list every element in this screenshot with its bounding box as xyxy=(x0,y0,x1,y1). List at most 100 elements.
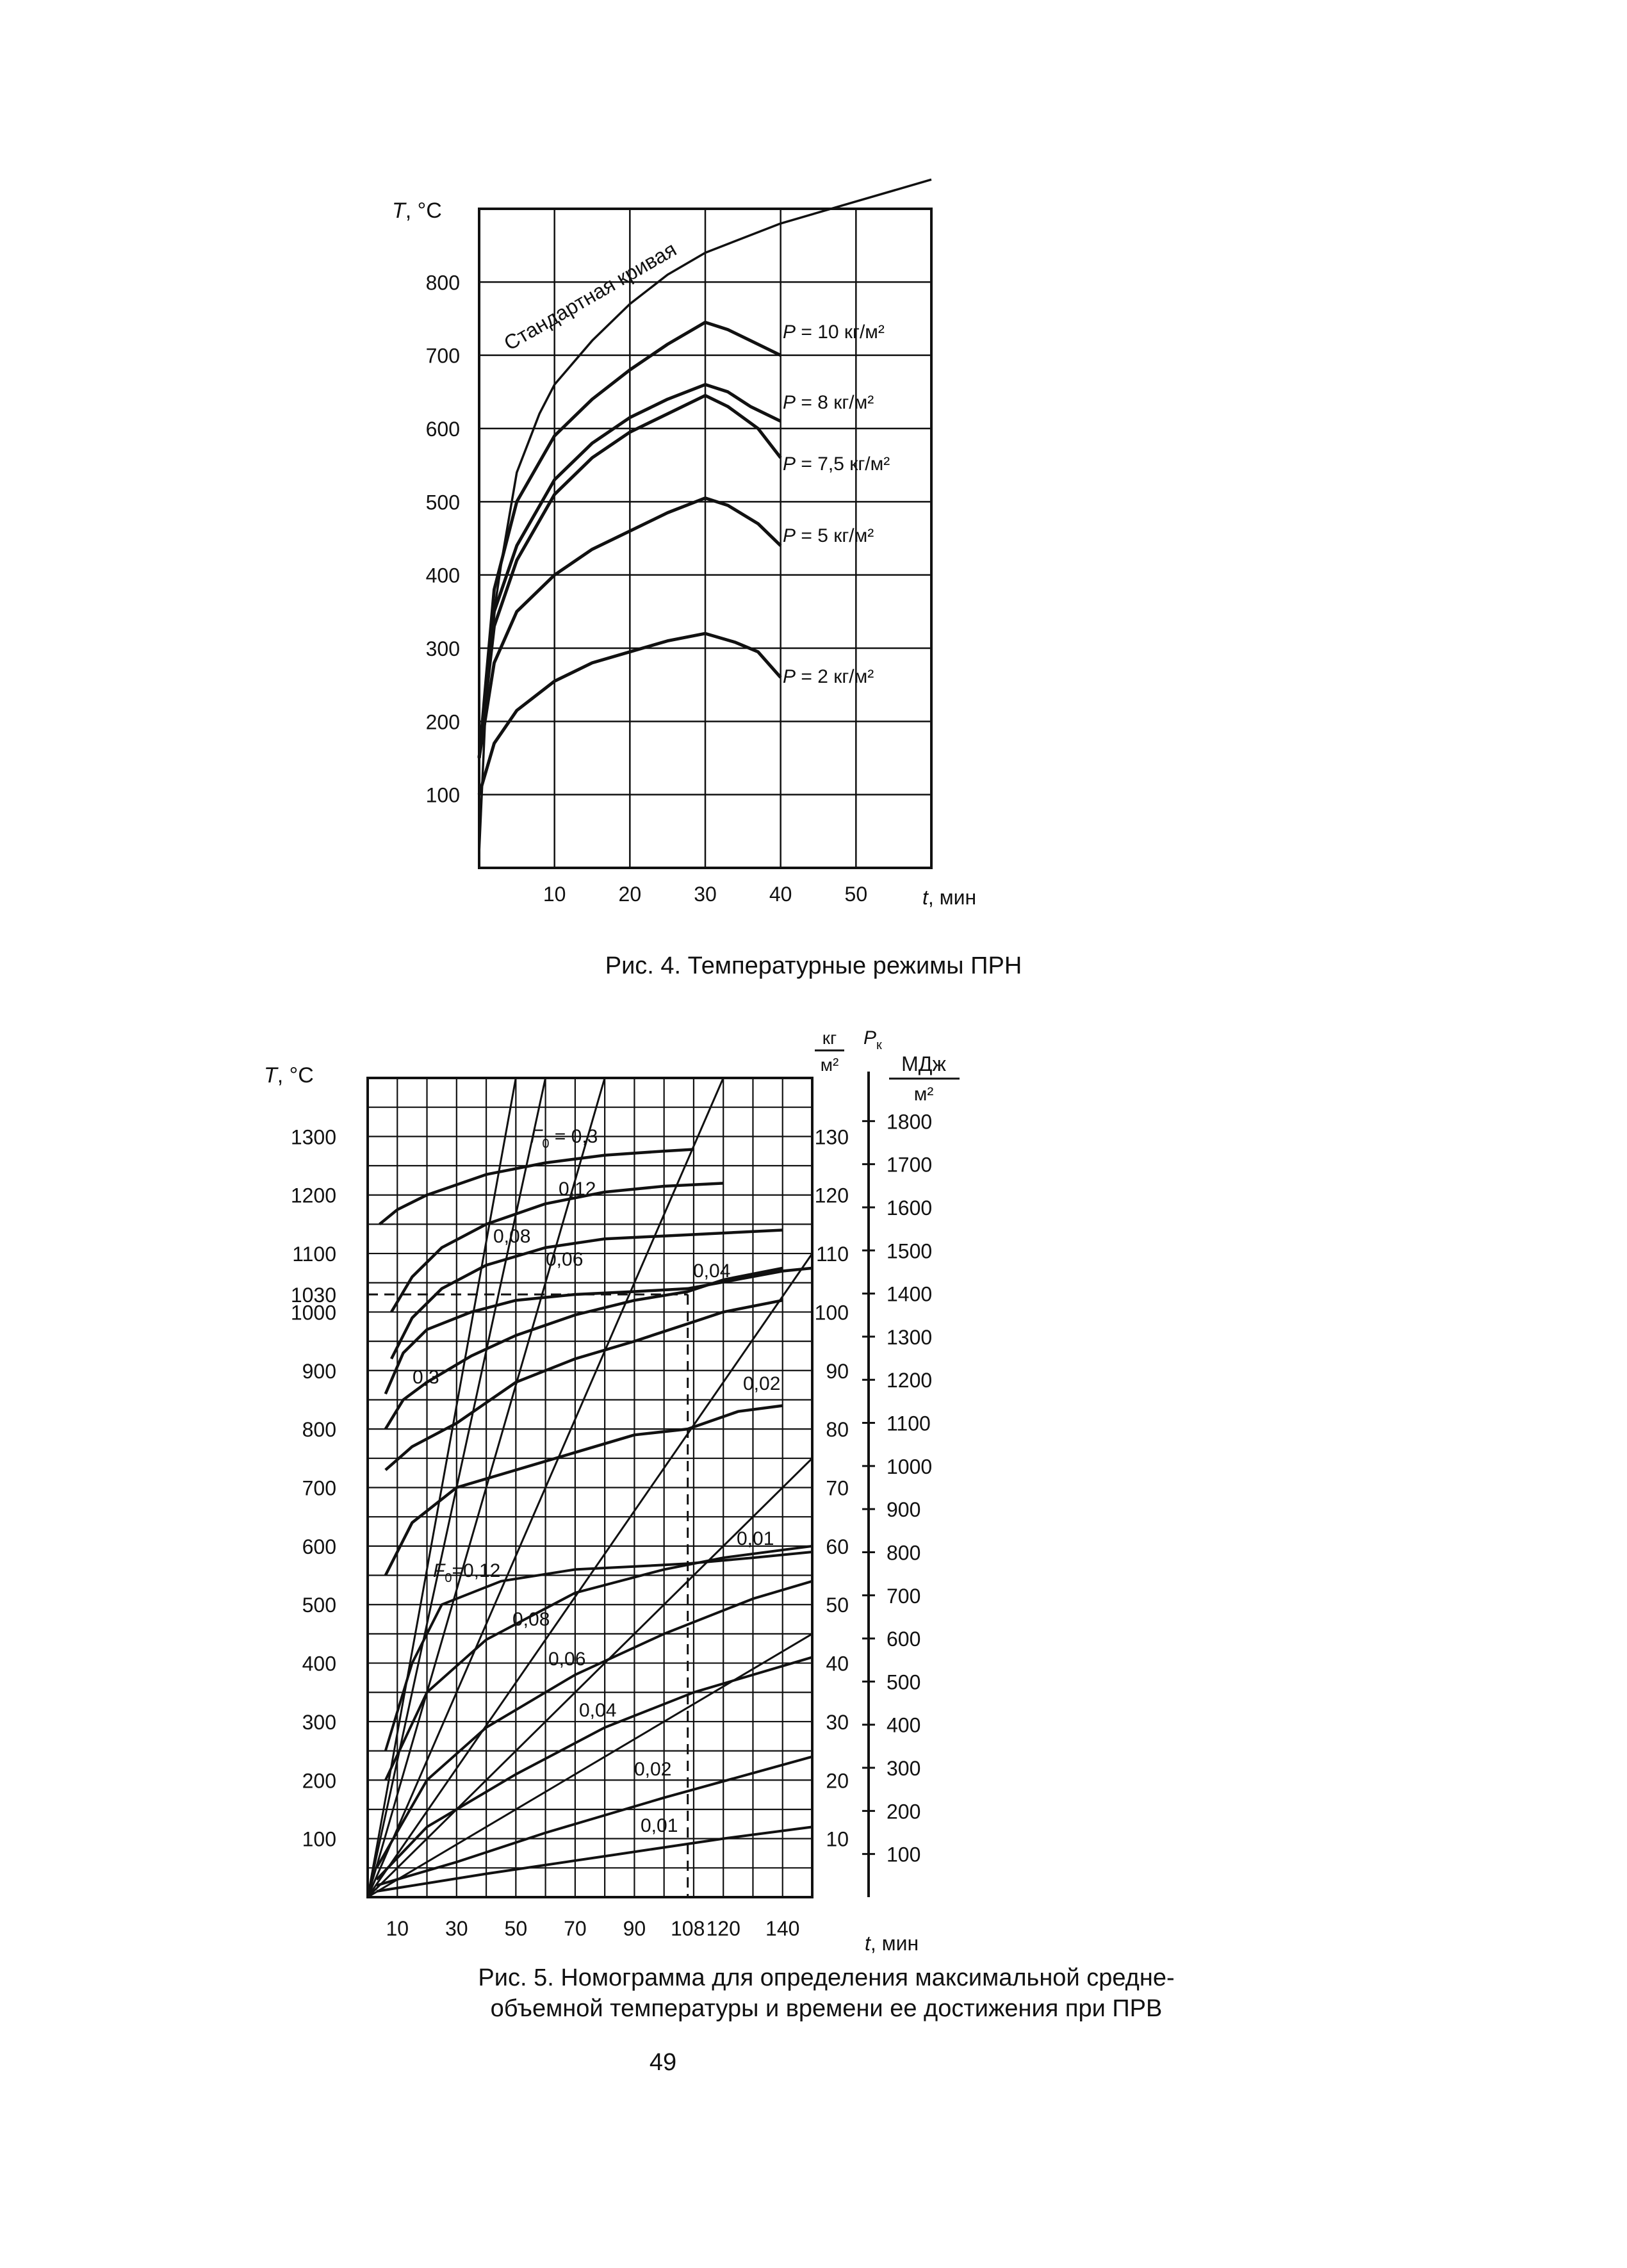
fig4-load-label-symbol: P xyxy=(783,525,796,546)
fig4-x-tick-labels: 10 20 30 40 50 xyxy=(543,883,867,906)
fig4-load-label: P = 5 кг/м² xyxy=(783,525,874,546)
fig5-upper-label: 0,06 xyxy=(546,1249,583,1270)
fig4-series-line xyxy=(477,382,781,758)
fig5-upper-label: 0,01 xyxy=(737,1528,774,1549)
fig5-y-tick-label: 800 xyxy=(302,1418,336,1441)
fig5-upper-label: 0,02 xyxy=(743,1373,780,1394)
fig5-ray xyxy=(367,1633,813,1898)
fig4-y-axis-symbol: T xyxy=(392,199,407,223)
fig5-upper-curve xyxy=(379,1148,694,1226)
fig5-load-tick-label: 130 xyxy=(815,1125,849,1148)
fig5-label-value: = 0,3 xyxy=(549,1126,598,1147)
fig5-y-tick-label: 100 xyxy=(302,1828,336,1851)
fig4-load-label-value: = 8 кг/м² xyxy=(796,392,874,413)
fig5-load-unit-denominator: м² xyxy=(821,1055,839,1075)
page-number: 49 xyxy=(650,2049,676,2076)
fig4-y-tick-label: 100 xyxy=(426,784,460,807)
fig5-upper-curve xyxy=(384,1266,783,1430)
fig4-load-label-value: = 10 кг/м² xyxy=(796,322,885,343)
fig5-ray xyxy=(366,1457,814,1898)
fig5-label-value: =0,12 xyxy=(452,1560,500,1581)
fig5-x-axis-symbol: t xyxy=(865,1932,871,1955)
fig5-load-tick-label: 10 xyxy=(826,1828,849,1851)
fig4-x-axis-symbol: t xyxy=(922,886,929,909)
fig5-lower-curve xyxy=(375,1579,813,1869)
fig5-y-tick-label: 1300 xyxy=(291,1125,336,1148)
fig5-energy-tick-label: 300 xyxy=(887,1757,920,1780)
fig4-y-tick-label: 300 xyxy=(426,637,460,660)
fig5-y-tick-label: 900 xyxy=(302,1360,336,1383)
fig5-upper-label: 0,04 xyxy=(693,1260,730,1282)
fig4-series-line xyxy=(477,394,782,758)
fig5-label-sub: 0 xyxy=(445,1571,452,1585)
fig5-load-tick-label: 90 xyxy=(826,1360,849,1383)
fig5-ray xyxy=(366,1077,724,1898)
fig5-y-tick-label: 1000 xyxy=(291,1301,336,1324)
fig4-x-tick-label: 30 xyxy=(694,883,717,906)
fig5-label-symbol: F xyxy=(530,1126,543,1147)
fig4-x-axis-label: t, мин xyxy=(922,886,976,909)
fig5-energy-tick-label: 900 xyxy=(887,1498,920,1521)
fig5-energy-tick-label: 600 xyxy=(887,1628,920,1651)
fig4-x-axis-unit: , мин xyxy=(928,886,976,909)
fig4-caption: Рис. 4. Температурные режимы ПРН xyxy=(605,952,1022,979)
fig4-x-tick-label: 40 xyxy=(769,883,792,906)
fig5-energy-symbol-letter: P xyxy=(863,1027,876,1048)
fig5-x-axis-label: t, мин xyxy=(865,1932,919,1955)
fig5-y-tick-label: 600 xyxy=(302,1535,336,1558)
fig4-y-axis-label: T, °C xyxy=(392,199,442,223)
fig5-energy-symbol-sub: к xyxy=(876,1038,882,1052)
figure-4: 100 200 300 400 500 600 700 800 10 20 30 40 50 T, °… xyxy=(392,178,1022,979)
fig4-y-tick-label: 400 xyxy=(426,564,460,587)
fig5-energy-tick-label: 1800 xyxy=(887,1110,932,1133)
fig4-load-label-value: = 2 кг/м² xyxy=(796,666,874,687)
fig5-y-tick-label: 200 xyxy=(302,1769,336,1792)
fig5-energy-tick-label: 1400 xyxy=(887,1283,932,1306)
fig5-lower-curve xyxy=(375,1656,813,1880)
fig5-lower-label: 0,08 xyxy=(512,1609,550,1630)
fig4-x-tick-label: 10 xyxy=(543,883,566,906)
fig4-series-line xyxy=(477,320,781,758)
fig4-load-label-symbol: P xyxy=(783,666,796,687)
fig5-upper-curve xyxy=(389,1228,783,1360)
fig5-y-tick-label: 300 xyxy=(302,1711,336,1734)
fig5-energy-axis: 100 200 300 400 500 600 700 800 900 1000 1100 1200 1… xyxy=(862,1072,932,1897)
fig4-load-label-symbol: P xyxy=(783,322,796,343)
fig4-series-line xyxy=(477,632,782,795)
fig4-y-tick-label: 700 xyxy=(426,345,460,368)
fig5-upper-curve xyxy=(384,1298,783,1471)
fig5-lower-label: 0,04 xyxy=(579,1700,616,1721)
fig4-load-label-symbol: P xyxy=(783,392,796,413)
fig4-grid xyxy=(478,208,933,869)
fig4-load-label: P = 2 кг/м² xyxy=(783,666,874,687)
fig5-load-tick-label: 120 xyxy=(815,1184,849,1207)
fig4-load-label-value: = 7,5 кг/м² xyxy=(796,453,890,475)
fig5-load-tick-label: 70 xyxy=(826,1477,849,1500)
fig5-upper-curve xyxy=(384,1266,813,1395)
fig5-y-tick-label: 1200 xyxy=(291,1184,336,1207)
fig5-energy-tick-label: 1000 xyxy=(887,1455,932,1478)
figure-5: 1002003004005006007008009001000103011001… xyxy=(264,1027,1175,2022)
fig4-curves xyxy=(477,178,932,854)
fig5-load-tick-label: 40 xyxy=(826,1652,849,1676)
fig4-load-label-symbol: P xyxy=(783,453,796,475)
fig4-x-tick-label: 50 xyxy=(845,883,868,906)
fig4-standard-curve-label: Стандартная кривая xyxy=(500,238,680,355)
fig5-upper-label: F0 = 0,3 xyxy=(530,1126,598,1151)
fig5-upper-label: 0,12 xyxy=(559,1179,596,1200)
fig4-series-line xyxy=(477,496,782,758)
fig5-energy-unit-numerator: МДж xyxy=(901,1052,946,1075)
fig5-upper-label: 0,08 xyxy=(493,1226,530,1247)
fig4-load-label: P = 7,5 кг/м² xyxy=(783,453,890,475)
fig5-y-tick-label: 400 xyxy=(302,1652,336,1676)
fig5-y-axis-label: T, °C xyxy=(264,1063,314,1088)
fig5-lower-curve xyxy=(376,1755,813,1887)
fig5-y-tick-label: 500 xyxy=(302,1594,336,1617)
fig5-y-tick-label: 1030 xyxy=(291,1284,336,1307)
fig5-x-tick-label: 120 xyxy=(707,1917,740,1940)
fig5-energy-tick-label: 1300 xyxy=(887,1326,932,1349)
fig4-y-axis-unit: , °C xyxy=(405,199,442,223)
fig5-label-symbol: F xyxy=(433,1560,446,1581)
fig5-energy-tick-label: 800 xyxy=(887,1541,920,1564)
